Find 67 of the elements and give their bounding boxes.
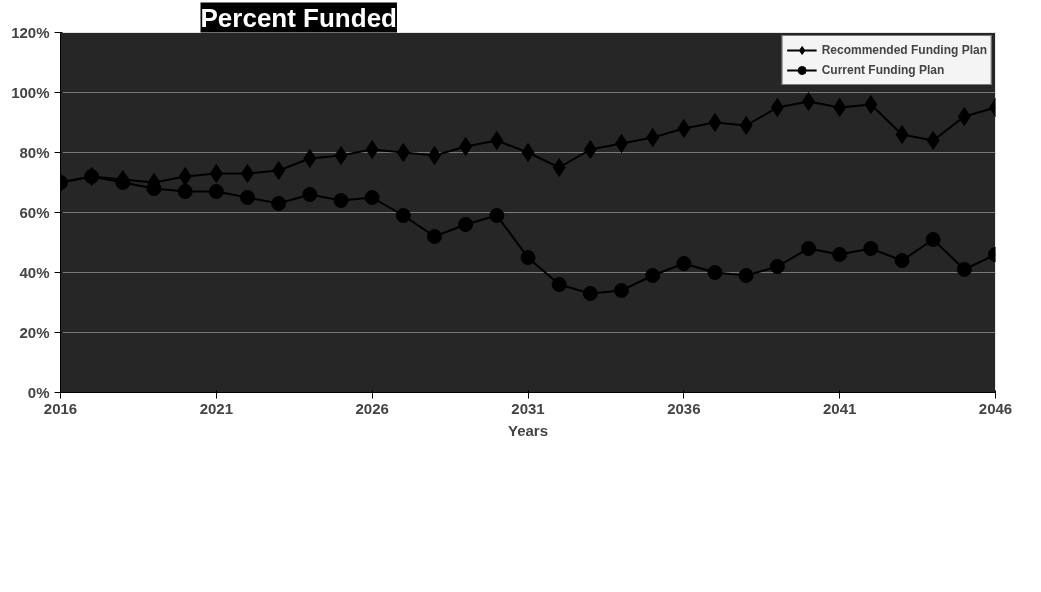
point: [552, 158, 566, 177]
point: [396, 143, 410, 162]
point: [303, 149, 317, 168]
point: [583, 140, 597, 159]
point: [458, 217, 474, 232]
point: [490, 131, 504, 150]
point: [551, 277, 567, 292]
point: [739, 116, 753, 135]
point: [489, 208, 505, 223]
point: [395, 208, 411, 223]
x-tick-label: 2031: [511, 399, 545, 417]
point: [645, 268, 661, 283]
point: [769, 259, 785, 274]
y-tick-label: 20%: [19, 324, 50, 341]
y-tick-label: 40%: [19, 264, 50, 281]
x-tick-label: 2036: [667, 399, 701, 417]
point: [707, 265, 723, 280]
point: [582, 286, 598, 301]
y-tick-label: 80%: [19, 144, 50, 161]
x-tick-label: 2046: [978, 399, 1013, 417]
y-tick-label: 0%: [27, 384, 50, 401]
point: [365, 140, 379, 159]
point: [863, 241, 879, 256]
point: [334, 146, 348, 165]
point: [864, 95, 878, 114]
point: [957, 107, 971, 126]
point: [832, 247, 848, 262]
point: [208, 184, 224, 199]
point: [646, 128, 660, 147]
point: [272, 161, 286, 180]
point: [302, 187, 318, 202]
point: [271, 196, 287, 211]
point: [677, 119, 691, 138]
point: [894, 253, 910, 268]
point: [177, 184, 193, 199]
point: [925, 232, 941, 247]
point: [614, 283, 629, 298]
point: [178, 167, 192, 186]
point: [676, 256, 692, 271]
point: [364, 190, 380, 205]
point: [833, 98, 847, 117]
y-tick-label: 60%: [19, 204, 50, 221]
point: [427, 229, 442, 244]
point: [708, 113, 722, 132]
x-tick-label: 2021: [199, 399, 234, 417]
point: [209, 164, 223, 183]
point: [240, 190, 255, 205]
point: [770, 98, 784, 117]
x-axis-title: Years: [507, 421, 549, 439]
point: [956, 262, 972, 277]
point: [801, 241, 816, 256]
point: [521, 143, 535, 162]
point: [738, 268, 754, 283]
point: [520, 250, 536, 265]
point: [115, 175, 131, 190]
x-tick-label: 2026: [355, 399, 389, 417]
y-tick-label: 120%: [11, 24, 50, 41]
legend-label: Current Funding Plan: [821, 62, 945, 79]
x-tick-label: 2041: [822, 399, 857, 417]
point: [926, 131, 940, 150]
point: [895, 125, 909, 144]
point: [459, 137, 473, 156]
point: [333, 193, 349, 208]
x-tick-label: 2016: [43, 399, 78, 417]
chart-title: Percent Funded: [200, 2, 397, 33]
y-tick-label: 100%: [11, 84, 50, 101]
legend-label: Recommended Funding Plan: [821, 42, 987, 59]
